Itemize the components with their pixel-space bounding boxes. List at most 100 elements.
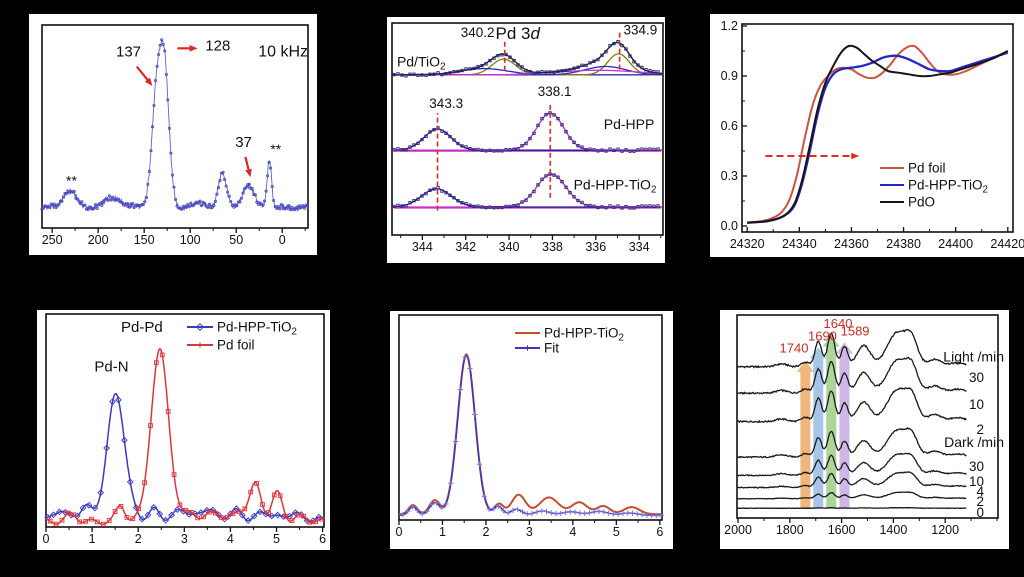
data-marker bbox=[544, 112, 548, 117]
x-tick-label: 4 bbox=[569, 525, 576, 539]
highlight-band-arrowhead bbox=[835, 342, 853, 354]
data-marker bbox=[524, 198, 528, 202]
data-marker bbox=[653, 512, 660, 519]
data-marker bbox=[149, 149, 153, 153]
data-marker bbox=[424, 73, 428, 78]
data-marker bbox=[143, 200, 147, 204]
nmr-chart: 250 200 150 100 50 0 137 128 10 kHz 37 ** ** bbox=[40, 24, 310, 247]
data-marker bbox=[167, 126, 171, 130]
data-marker bbox=[464, 201, 468, 206]
data-marker bbox=[592, 148, 596, 152]
data-marker bbox=[229, 199, 233, 203]
data-marker bbox=[452, 70, 456, 74]
data-marker bbox=[146, 182, 150, 186]
data-marker bbox=[255, 200, 259, 204]
data-marker bbox=[632, 60, 636, 64]
x-tick-label: 0 bbox=[279, 233, 286, 247]
x-tick-label: 344 bbox=[412, 240, 433, 254]
data-marker bbox=[177, 206, 181, 210]
data-marker bbox=[634, 511, 640, 517]
data-marker bbox=[592, 59, 596, 63]
data-marker bbox=[277, 493, 283, 499]
data-marker bbox=[552, 113, 556, 117]
data-marker bbox=[98, 201, 102, 206]
data-marker bbox=[636, 148, 640, 152]
data-marker bbox=[416, 197, 420, 201]
data-marker bbox=[616, 147, 620, 151]
data-marker bbox=[267, 161, 271, 165]
sample-label: Pd-HPP bbox=[604, 116, 655, 132]
legend-label: Pd-HPP-TiO2 bbox=[908, 178, 988, 196]
x-tick-label: 5 bbox=[273, 532, 280, 546]
data-marker bbox=[412, 72, 416, 76]
data-marker bbox=[536, 70, 540, 74]
data-marker bbox=[239, 196, 244, 200]
data-marker bbox=[58, 199, 62, 203]
data-marker bbox=[272, 198, 276, 203]
data-marker bbox=[244, 517, 252, 524]
data-marker bbox=[301, 204, 305, 208]
data-marker bbox=[588, 147, 592, 151]
data-marker bbox=[242, 506, 248, 512]
data-marker bbox=[224, 514, 230, 520]
data-marker bbox=[106, 198, 110, 202]
data-marker bbox=[624, 47, 628, 51]
data-marker bbox=[520, 65, 524, 69]
data-marker bbox=[484, 205, 488, 210]
panel-exafs-fit: 0 1 2 3 4 5 6 Pd-HPP-TiO2 Fit bbox=[390, 311, 673, 549]
data-marker bbox=[215, 192, 219, 196]
data-marker bbox=[628, 54, 632, 58]
data-marker bbox=[266, 510, 271, 515]
curve-time-label: 30 bbox=[969, 459, 984, 474]
data-marker bbox=[476, 204, 480, 208]
annotation: 128 bbox=[205, 37, 230, 54]
data-marker bbox=[203, 202, 207, 206]
data-marker bbox=[648, 68, 652, 73]
data-marker bbox=[568, 136, 572, 140]
data-marker bbox=[198, 199, 202, 203]
curve-time-label: 0 bbox=[976, 505, 984, 520]
data-marker bbox=[278, 207, 282, 211]
data-marker bbox=[155, 64, 159, 68]
data-marker bbox=[420, 73, 424, 77]
data-marker bbox=[468, 147, 472, 151]
data-marker bbox=[273, 205, 277, 209]
data-marker bbox=[206, 205, 210, 209]
data-marker bbox=[120, 436, 128, 444]
data-marker bbox=[302, 206, 306, 210]
x-tick-label: 1400 bbox=[879, 523, 907, 537]
data-marker bbox=[629, 510, 636, 516]
data-marker bbox=[460, 201, 464, 205]
data-marker bbox=[408, 201, 412, 205]
data-marker bbox=[488, 58, 492, 63]
data-marker bbox=[548, 70, 552, 74]
x-tick-label: 24420 bbox=[990, 237, 1024, 251]
data-marker bbox=[48, 206, 52, 210]
data-marker bbox=[396, 72, 400, 76]
annotation: ** bbox=[66, 172, 77, 188]
data-marker bbox=[238, 511, 246, 519]
data-marker bbox=[230, 203, 234, 207]
x-tick-label: 100 bbox=[180, 233, 201, 247]
data-marker bbox=[227, 510, 234, 518]
data-marker bbox=[140, 203, 144, 207]
y-tick-label: 0.6 bbox=[721, 119, 738, 133]
curve-time-label: 10 bbox=[969, 397, 984, 412]
highlight-band bbox=[826, 346, 837, 509]
data-marker bbox=[436, 71, 440, 75]
data-marker bbox=[515, 506, 521, 513]
data-marker bbox=[56, 508, 63, 516]
data-marker bbox=[500, 507, 507, 514]
data-marker bbox=[55, 204, 59, 208]
data-marker bbox=[428, 188, 432, 192]
sample-label: Pd/TiO2 bbox=[397, 53, 446, 72]
x-tick-label: 2 bbox=[482, 525, 489, 539]
data-marker bbox=[101, 201, 105, 205]
series-pd-foil bbox=[747, 44, 1009, 224]
data-marker bbox=[440, 73, 444, 77]
data-marker bbox=[420, 137, 424, 142]
legend-label: PdO bbox=[908, 195, 935, 210]
x-tick-label: 24380 bbox=[886, 237, 921, 251]
peak-label: 340.2 bbox=[461, 25, 495, 40]
data-marker bbox=[604, 149, 608, 153]
